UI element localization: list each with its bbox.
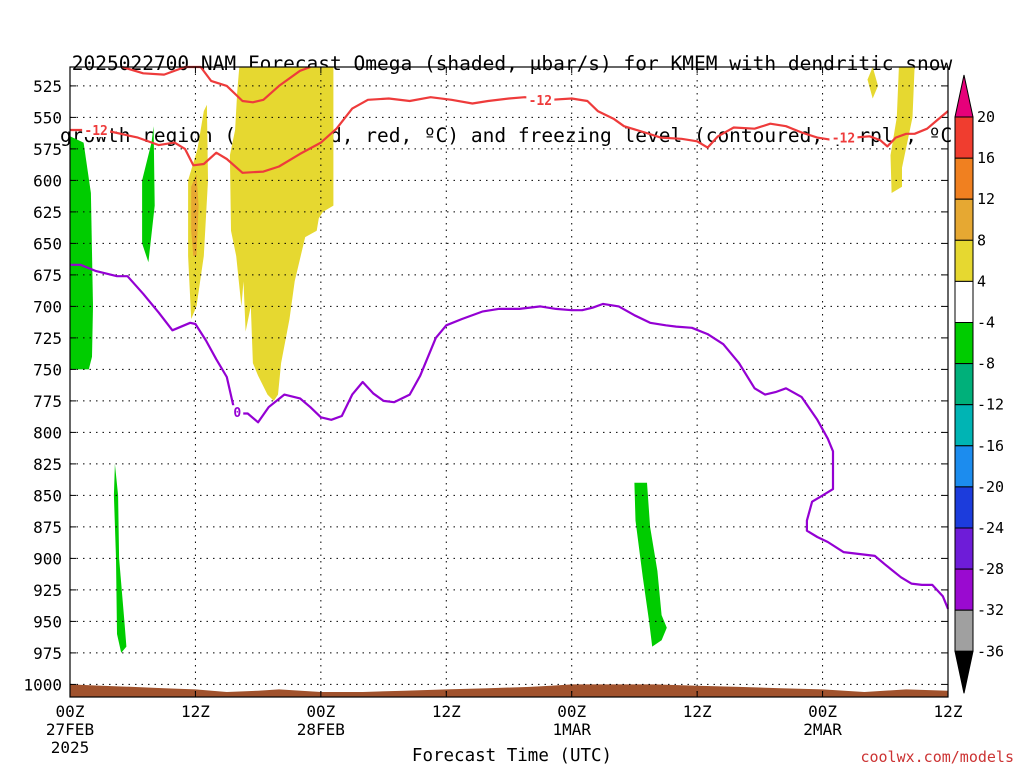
colorbar-segment — [955, 364, 973, 405]
omega-region-5 — [868, 67, 879, 99]
colorbar-segment — [955, 158, 973, 199]
colorbar-label: -16 — [977, 437, 1004, 455]
x-tick-date-label: 27FEB — [46, 720, 94, 739]
colorbar-label: -24 — [977, 519, 1004, 537]
snow-growth-contour-label: -12 — [84, 124, 107, 139]
colorbar-segment — [955, 446, 973, 487]
colorbar-label: -12 — [977, 396, 1004, 414]
y-tick-label: 625 — [33, 203, 62, 222]
x-tick-date-label: 28FEB — [297, 720, 345, 739]
axes-layer: 525 550 575 600 625 650 675 700 725 750 775 800 825 8… — [23, 67, 962, 757]
y-tick-label: 750 — [33, 360, 62, 379]
x-tick-date-label: 1MAR — [552, 720, 591, 739]
x-tick-date-label: 2MAR — [803, 720, 842, 739]
colorbar-segment — [955, 240, 973, 281]
y-tick-label: 650 — [33, 234, 62, 253]
colorbar-segment — [955, 528, 973, 569]
terrain-fill — [70, 684, 948, 697]
y-tick-label: 675 — [33, 266, 62, 285]
y-tick-label: 550 — [33, 108, 62, 127]
x-tick-label: 00Z — [56, 702, 85, 721]
colorbar-segment — [955, 610, 973, 651]
colorbar-top-arrow — [955, 75, 973, 117]
y-tick-label: 925 — [33, 581, 62, 600]
colorbar-segment — [955, 199, 973, 240]
snow-growth-contour-label: -12 — [832, 132, 855, 147]
colorbar-label: 8 — [977, 231, 986, 249]
colorbar-label: 4 — [977, 272, 986, 290]
x-tick-label: 12Z — [181, 702, 210, 721]
omega-region-8 — [634, 483, 666, 647]
colorbar-segment — [955, 405, 973, 446]
colorbar-label: -32 — [977, 601, 1004, 619]
terrain-layer — [70, 684, 948, 697]
colorbar-label: 12 — [977, 190, 995, 208]
y-tick-label: 600 — [33, 171, 62, 190]
colorbar-segment — [955, 117, 973, 158]
colorbar-segment — [955, 323, 973, 364]
colorbar: 20 16 12 8 4 -4 -8 -12 -16 -20 -24 -28 -32 -36 — [955, 75, 1004, 693]
y-tick-label: 875 — [33, 518, 62, 537]
omega-time-height-chart: -12 -12 -12 0 525 550 575 600 625 650 675 700 725 75… — [0, 0, 1024, 768]
y-tick-label: 950 — [33, 612, 62, 631]
colorbar-label: -28 — [977, 560, 1004, 578]
colorbar-label: -20 — [977, 478, 1004, 496]
y-tick-label: 800 — [33, 423, 62, 442]
colorbar-label: -4 — [977, 314, 995, 332]
omega-region-0 — [70, 136, 93, 369]
colorbar-label: 20 — [977, 108, 995, 126]
y-tick-label: 575 — [33, 140, 62, 159]
x-tick-label: 00Z — [557, 702, 586, 721]
y-tick-label: 825 — [33, 455, 62, 474]
freezing-level-contour-0 — [70, 265, 948, 609]
omega-region-1 — [142, 126, 155, 262]
colorbar-segment — [955, 487, 973, 528]
y-tick-label: 725 — [33, 329, 62, 348]
y-tick-label: 900 — [33, 549, 62, 568]
y-tick-label: 850 — [33, 486, 62, 505]
y-tick-label: 775 — [33, 392, 62, 411]
colorbar-label: 16 — [977, 149, 995, 167]
y-tick-label: 975 — [33, 644, 62, 663]
x-tick-label: 00Z — [306, 702, 335, 721]
snow-growth-contour-label: -12 — [529, 94, 552, 109]
y-tick-label: 525 — [33, 77, 62, 96]
colorbar-label: -8 — [977, 355, 995, 373]
colorbar-label: -36 — [977, 642, 1004, 660]
y-tick-label: 1000 — [23, 675, 62, 694]
x-tick-label: 00Z — [808, 702, 837, 721]
x-tick-label: 12Z — [432, 702, 461, 721]
x-tick-label: 12Z — [683, 702, 712, 721]
colorbar-segment — [955, 569, 973, 610]
colorbar-bottom-arrow — [955, 651, 973, 693]
y-tick-label: 700 — [33, 297, 62, 316]
credit-link[interactable]: coolwx.com/models — [860, 748, 1014, 766]
omega-shading-layer — [70, 67, 915, 653]
colorbar-segment — [955, 281, 973, 322]
freezing-level-contour-label: 0 — [233, 406, 241, 421]
x-tick-label: 12Z — [934, 702, 963, 721]
